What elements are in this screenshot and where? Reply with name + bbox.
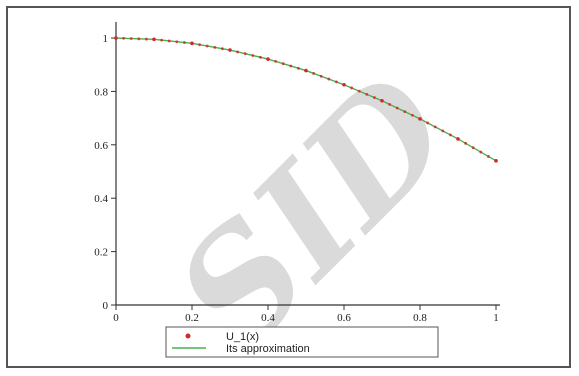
marker-point (357, 89, 361, 93)
marker-point (395, 106, 399, 110)
tick-marks (111, 37, 497, 310)
marker-point (145, 37, 148, 41)
y-tick-label: 0.8 (94, 86, 108, 98)
marker-point (464, 141, 467, 145)
marker-point (297, 66, 300, 70)
legend: U_1(x)Its approximation (165, 326, 439, 358)
marker-point (342, 83, 346, 87)
marker-point (403, 110, 407, 114)
marker-point (243, 52, 247, 56)
marker-point (426, 121, 429, 125)
marker-point (183, 41, 186, 44)
marker-point (129, 37, 133, 40)
marker-point (471, 146, 475, 150)
marker-point (281, 62, 285, 66)
marker-point (312, 72, 315, 75)
marker-point (266, 57, 270, 61)
marker-point (449, 133, 452, 137)
line-chart: SID 00.20.40.60.810 0.2 0.4 0.6 0.8 1 U_1(x)I… (94, 22, 500, 366)
marker-point (259, 55, 262, 59)
marker-point (251, 54, 255, 57)
marker-point (479, 150, 483, 154)
tick-labels: 0 0.2 0.4 0.6 0.8 1 0 0.2 0.4 0.6 0.8 1 (94, 33, 499, 324)
marker-point (152, 37, 156, 41)
marker-point (304, 69, 308, 72)
marker-point (433, 125, 437, 129)
marker-point (190, 41, 194, 45)
marker-point (114, 36, 118, 40)
marker-point (167, 39, 171, 43)
marker-point (487, 155, 490, 158)
series-layer (114, 36, 498, 163)
marker-point (205, 44, 209, 48)
marker-point (289, 64, 293, 68)
y-tick-label: 0.2 (94, 247, 108, 259)
marker-point (236, 50, 240, 54)
marker-point (160, 38, 164, 42)
marker-point (327, 77, 331, 81)
marker-point (221, 47, 224, 51)
x-tick-label: 0.8 (413, 312, 427, 324)
x-tick-label: 0.2 (185, 312, 199, 324)
marker-point (373, 96, 376, 99)
marker-point (411, 113, 414, 117)
x-tick-label: 0.4 (261, 312, 275, 324)
y-tick-label: 0 (103, 300, 109, 312)
marker-point (418, 117, 422, 121)
marker-point (122, 36, 125, 40)
marker-point (198, 43, 202, 47)
marker-point (137, 37, 141, 41)
marker-point (380, 99, 384, 103)
plot-frame: SID 0 0.2 0.4 0.6 0.8 1 0 0.2 0.4 0.6 0.8 1 U_1(x) I… (6, 6, 571, 368)
y-tick-label: 1 (103, 33, 109, 45)
marker-point (319, 74, 323, 78)
marker-point (213, 45, 217, 49)
axes (115, 22, 500, 306)
y-tick-label: 0.6 (94, 140, 108, 152)
x-tick-label: 1 (493, 312, 499, 324)
marker-point (274, 60, 277, 63)
marker-point (175, 40, 179, 44)
marker-point (456, 137, 460, 141)
series-markers-u1 (114, 36, 498, 163)
marker-point (441, 129, 445, 133)
marker-point (335, 80, 338, 84)
marker-point (350, 86, 353, 90)
legend-marker (185, 333, 191, 339)
x-tick-label: 0 (113, 312, 119, 324)
marker-point (365, 92, 369, 96)
y-tick-label: 0.4 (94, 193, 108, 205)
marker-point (228, 48, 232, 52)
legend-box (165, 326, 439, 358)
legend-label: Its approximation (226, 343, 310, 355)
marker-point (494, 159, 498, 163)
x-tick-label: 0.6 (337, 312, 351, 324)
legend-label: U_1(x) (226, 331, 259, 343)
marker-point (388, 102, 391, 106)
